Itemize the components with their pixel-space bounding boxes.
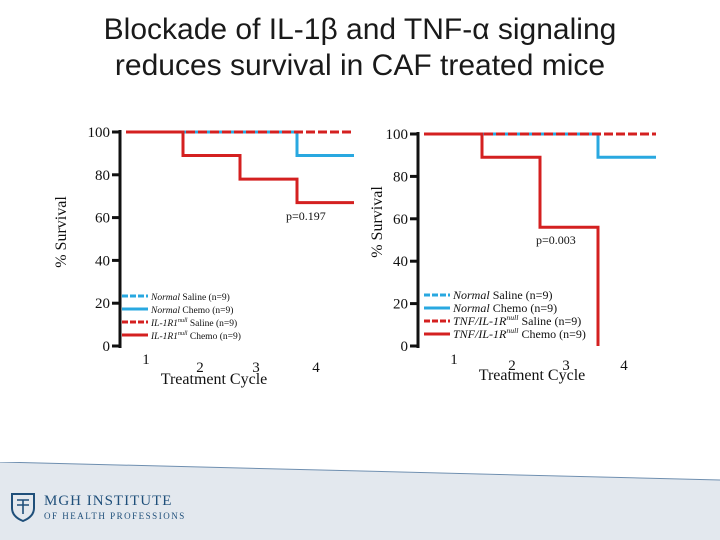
p-value-annotation: p=0.003 bbox=[536, 233, 576, 247]
legend-entry: Normal Chemo (n=9) bbox=[452, 301, 557, 315]
legend-entry: Normal Chemo (n=9) bbox=[150, 305, 233, 316]
y-tick-label: 0 bbox=[401, 339, 409, 355]
y-tick-label: 20 bbox=[95, 296, 110, 312]
legend-entry-sup: null bbox=[506, 326, 518, 335]
legend-entry: Normal Saline (n=9) bbox=[150, 292, 230, 303]
x-tick-label: 1 bbox=[142, 352, 150, 368]
y-tick-label: 40 bbox=[95, 253, 110, 269]
legend-entry-italic: Normal bbox=[150, 306, 180, 316]
series-2-line bbox=[424, 132, 656, 159]
y-tick-label: 20 bbox=[393, 297, 408, 313]
legend-entry-sup: null bbox=[178, 331, 188, 337]
y-axis-label: % Survival bbox=[53, 196, 70, 268]
legend-entry-text: Saline (n=9) bbox=[180, 292, 230, 303]
shield-icon bbox=[11, 493, 35, 522]
legend-entry-text: Saline (n=9) bbox=[188, 318, 238, 329]
legend-entry-italic: IL-1R1 bbox=[150, 332, 178, 342]
legend-entry-italic: Normal bbox=[452, 288, 490, 302]
x-tick-label: 4 bbox=[620, 358, 628, 374]
legend-entry-text: Chemo (n=9) bbox=[490, 301, 557, 315]
legend-entry-italic: TNF/IL-1R bbox=[453, 327, 507, 341]
legend-entry-italic: IL-1R1 bbox=[150, 319, 178, 329]
chart-2: 0 20 40 60 80 100 % Survival 1 2 3 4 Treatment Cycl… bbox=[369, 127, 656, 384]
x-tick-label: 2 bbox=[508, 358, 516, 374]
legend-entry: Normal Saline (n=9) bbox=[452, 288, 552, 302]
y-tick-label: 80 bbox=[393, 169, 408, 185]
y-tick-label: 100 bbox=[88, 125, 111, 141]
legend-entry-italic: TNF/IL-1R bbox=[453, 314, 507, 328]
x-axis-label: Treatment Cycle bbox=[161, 371, 268, 388]
legend-entry-sup: null bbox=[506, 313, 518, 322]
footer-wave bbox=[0, 462, 720, 540]
x-tick-label: 3 bbox=[252, 360, 260, 376]
x-tick-label: 1 bbox=[450, 352, 458, 368]
series-4-line bbox=[424, 132, 600, 346]
legend-entry-text: Chemo (n=9) bbox=[188, 331, 241, 342]
p-value-annotation: p=0.197 bbox=[286, 209, 326, 223]
legend-entry: TNF/IL-1Rnull Saline (n=9) bbox=[453, 313, 581, 328]
slide-title: Blockade of IL-1β and TNF-α signaling re… bbox=[0, 12, 720, 84]
y-tick-label: 60 bbox=[95, 211, 110, 227]
title-line-2: reduces survival in CAF treated mice bbox=[114, 49, 606, 82]
legend-entry: IL-1R1null Chemo (n=9) bbox=[150, 331, 241, 342]
y-tick-label: 0 bbox=[103, 339, 111, 355]
y-tick-label: 60 bbox=[393, 212, 408, 228]
mgh-logo: MGH INSTITUTE OF HEALTH PROFESSIONS bbox=[10, 492, 186, 522]
x-tick-label: 3 bbox=[562, 358, 570, 374]
chart-1: 0 20 40 60 80 100 % Survival 1 2 3 4 Treatment Cycl… bbox=[53, 125, 354, 388]
legend-entry-text: Chemo (n=9) bbox=[180, 305, 233, 316]
x-tick-label: 4 bbox=[312, 360, 320, 376]
legend-entry-sup: null bbox=[178, 318, 188, 324]
x-tick-label: 2 bbox=[196, 360, 204, 376]
legend-entry-italic: Normal bbox=[452, 301, 490, 315]
legend-entry-text: Chemo (n=9) bbox=[518, 327, 585, 341]
x-axis-label: Treatment Cycle bbox=[479, 367, 586, 384]
legend-entry: TNF/IL-1Rnull Chemo (n=9) bbox=[453, 326, 586, 341]
logo-line-1: MGH INSTITUTE bbox=[44, 493, 173, 509]
legend-entry-italic: Normal bbox=[150, 293, 180, 303]
series-4-line bbox=[126, 130, 354, 205]
legend-entry-text: Saline (n=9) bbox=[490, 288, 553, 302]
y-tick-label: 80 bbox=[95, 168, 110, 184]
y-tick-label: 100 bbox=[386, 127, 409, 143]
legend-entry-text: Saline (n=9) bbox=[518, 314, 581, 328]
logo-line-2: OF HEALTH PROFESSIONS bbox=[44, 511, 186, 521]
title-line-1: Blockade of IL-1β and TNF-α signaling bbox=[103, 13, 617, 46]
legend-entry: IL-1R1null Saline (n=9) bbox=[150, 318, 237, 329]
y-axis-label: % Survival bbox=[369, 186, 386, 258]
y-tick-label: 40 bbox=[393, 254, 408, 270]
series-2-line bbox=[126, 130, 354, 157]
